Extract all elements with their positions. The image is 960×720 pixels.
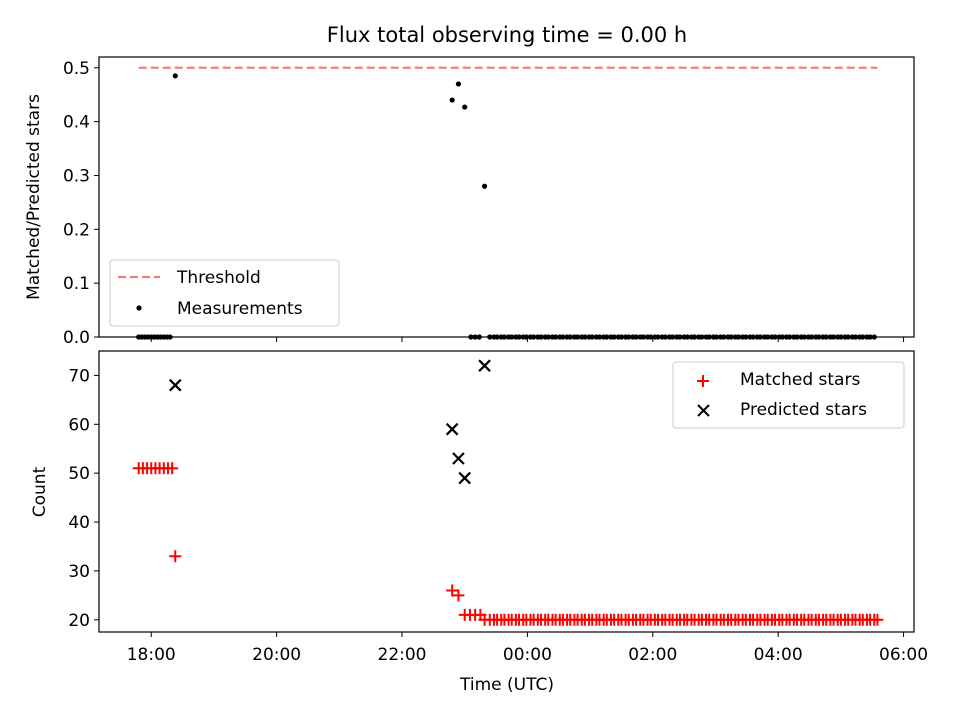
bottom-x-tick-label: 06:00 (879, 645, 928, 665)
legend-measurements-swatch (136, 305, 142, 311)
matched-star-point (871, 613, 884, 626)
predicted-star-point (168, 378, 182, 392)
bottom-x-tick-label: 04:00 (754, 645, 803, 665)
top-y-tick-label: 0.5 (63, 59, 90, 79)
bottom-y-tick-label: 50 (68, 464, 90, 484)
top-y-tick-label: 0.1 (63, 274, 90, 294)
legend-matched-label: Matched stars (740, 370, 860, 390)
top-y-tick-label: 0.0 (63, 328, 90, 348)
top-y-axis-label: Matched/Predicted stars (24, 94, 44, 300)
bottom-panel: 20 30 40 50 60 70 18:00 20:00 22:00 00:00 02:00 04… (30, 350, 928, 695)
top-y-tick-label: 0.3 (63, 166, 90, 186)
measurement-point (481, 183, 488, 189)
matched-star-point (452, 589, 465, 602)
matched-star-point (446, 584, 459, 597)
bottom-x-tick-label: 22:00 (378, 645, 427, 665)
bottom-x-tick-label: 18:00 (127, 645, 176, 665)
bottom-y-tick-label: 60 (68, 415, 90, 435)
bottom-legend: Matched stars Predicted stars (672, 361, 905, 429)
legend-predicted-label: Predicted stars (740, 400, 867, 420)
top-plot-frame (98, 56, 915, 338)
bottom-marks (132, 359, 884, 626)
legend-threshold-label: Threshold (176, 268, 261, 288)
top-legend-box (109, 259, 340, 327)
top-marks (136, 66, 878, 340)
legend-predicted-swatch (697, 404, 710, 417)
measurement-point (172, 73, 178, 79)
predicted-star-point (445, 422, 459, 436)
matched-star-point (166, 462, 179, 475)
bottom-x-tick-label: 02:00 (628, 645, 677, 665)
bottom-y-axis-label: Count (30, 466, 50, 517)
matched-star-point (169, 550, 182, 563)
bottom-plot-frame (98, 350, 915, 633)
predicted-star-point (478, 359, 491, 372)
predicted-star-point (458, 471, 471, 485)
chart-title: Flux total observing time = 0.00 h (327, 23, 687, 47)
top-y-tick-label: 0.4 (63, 113, 90, 133)
top-panel: 0.0 0.1 0.2 0.3 0.4 0.5 Matched/Predicted sta… (24, 56, 915, 348)
predicted-star-point (452, 452, 465, 465)
top-y-ticks: 0.0 0.1 0.2 0.3 0.4 0.5 (63, 59, 99, 348)
measurement-point (455, 81, 462, 87)
bottom-y-tick-label: 30 (68, 562, 90, 582)
bottom-x-tick-label: 20:00 (252, 645, 301, 665)
legend-matched-swatch (697, 375, 709, 387)
bottom-y-tick-label: 70 (68, 366, 90, 386)
bottom-y-tick-label: 40 (68, 513, 90, 533)
x-axis-label: Time (UTC) (459, 675, 554, 695)
bottom-x-tick-label: 00:00 (503, 645, 552, 665)
bottom-legend-box (672, 361, 905, 429)
top-x-ticks (150, 337, 905, 342)
bottom-x-ticks: 18:00 20:00 22:00 00:00 02:00 04:00 06:00 (127, 632, 928, 665)
bottom-y-ticks: 20 30 40 50 60 70 (68, 366, 99, 631)
top-legend: Threshold Measurements (109, 259, 340, 327)
legend-measurements-label: Measurements (177, 299, 303, 319)
bottom-y-tick-label: 20 (68, 611, 90, 631)
top-y-tick-label: 0.2 (63, 220, 90, 240)
measurement-point (449, 97, 455, 103)
measurement-point (462, 104, 468, 110)
